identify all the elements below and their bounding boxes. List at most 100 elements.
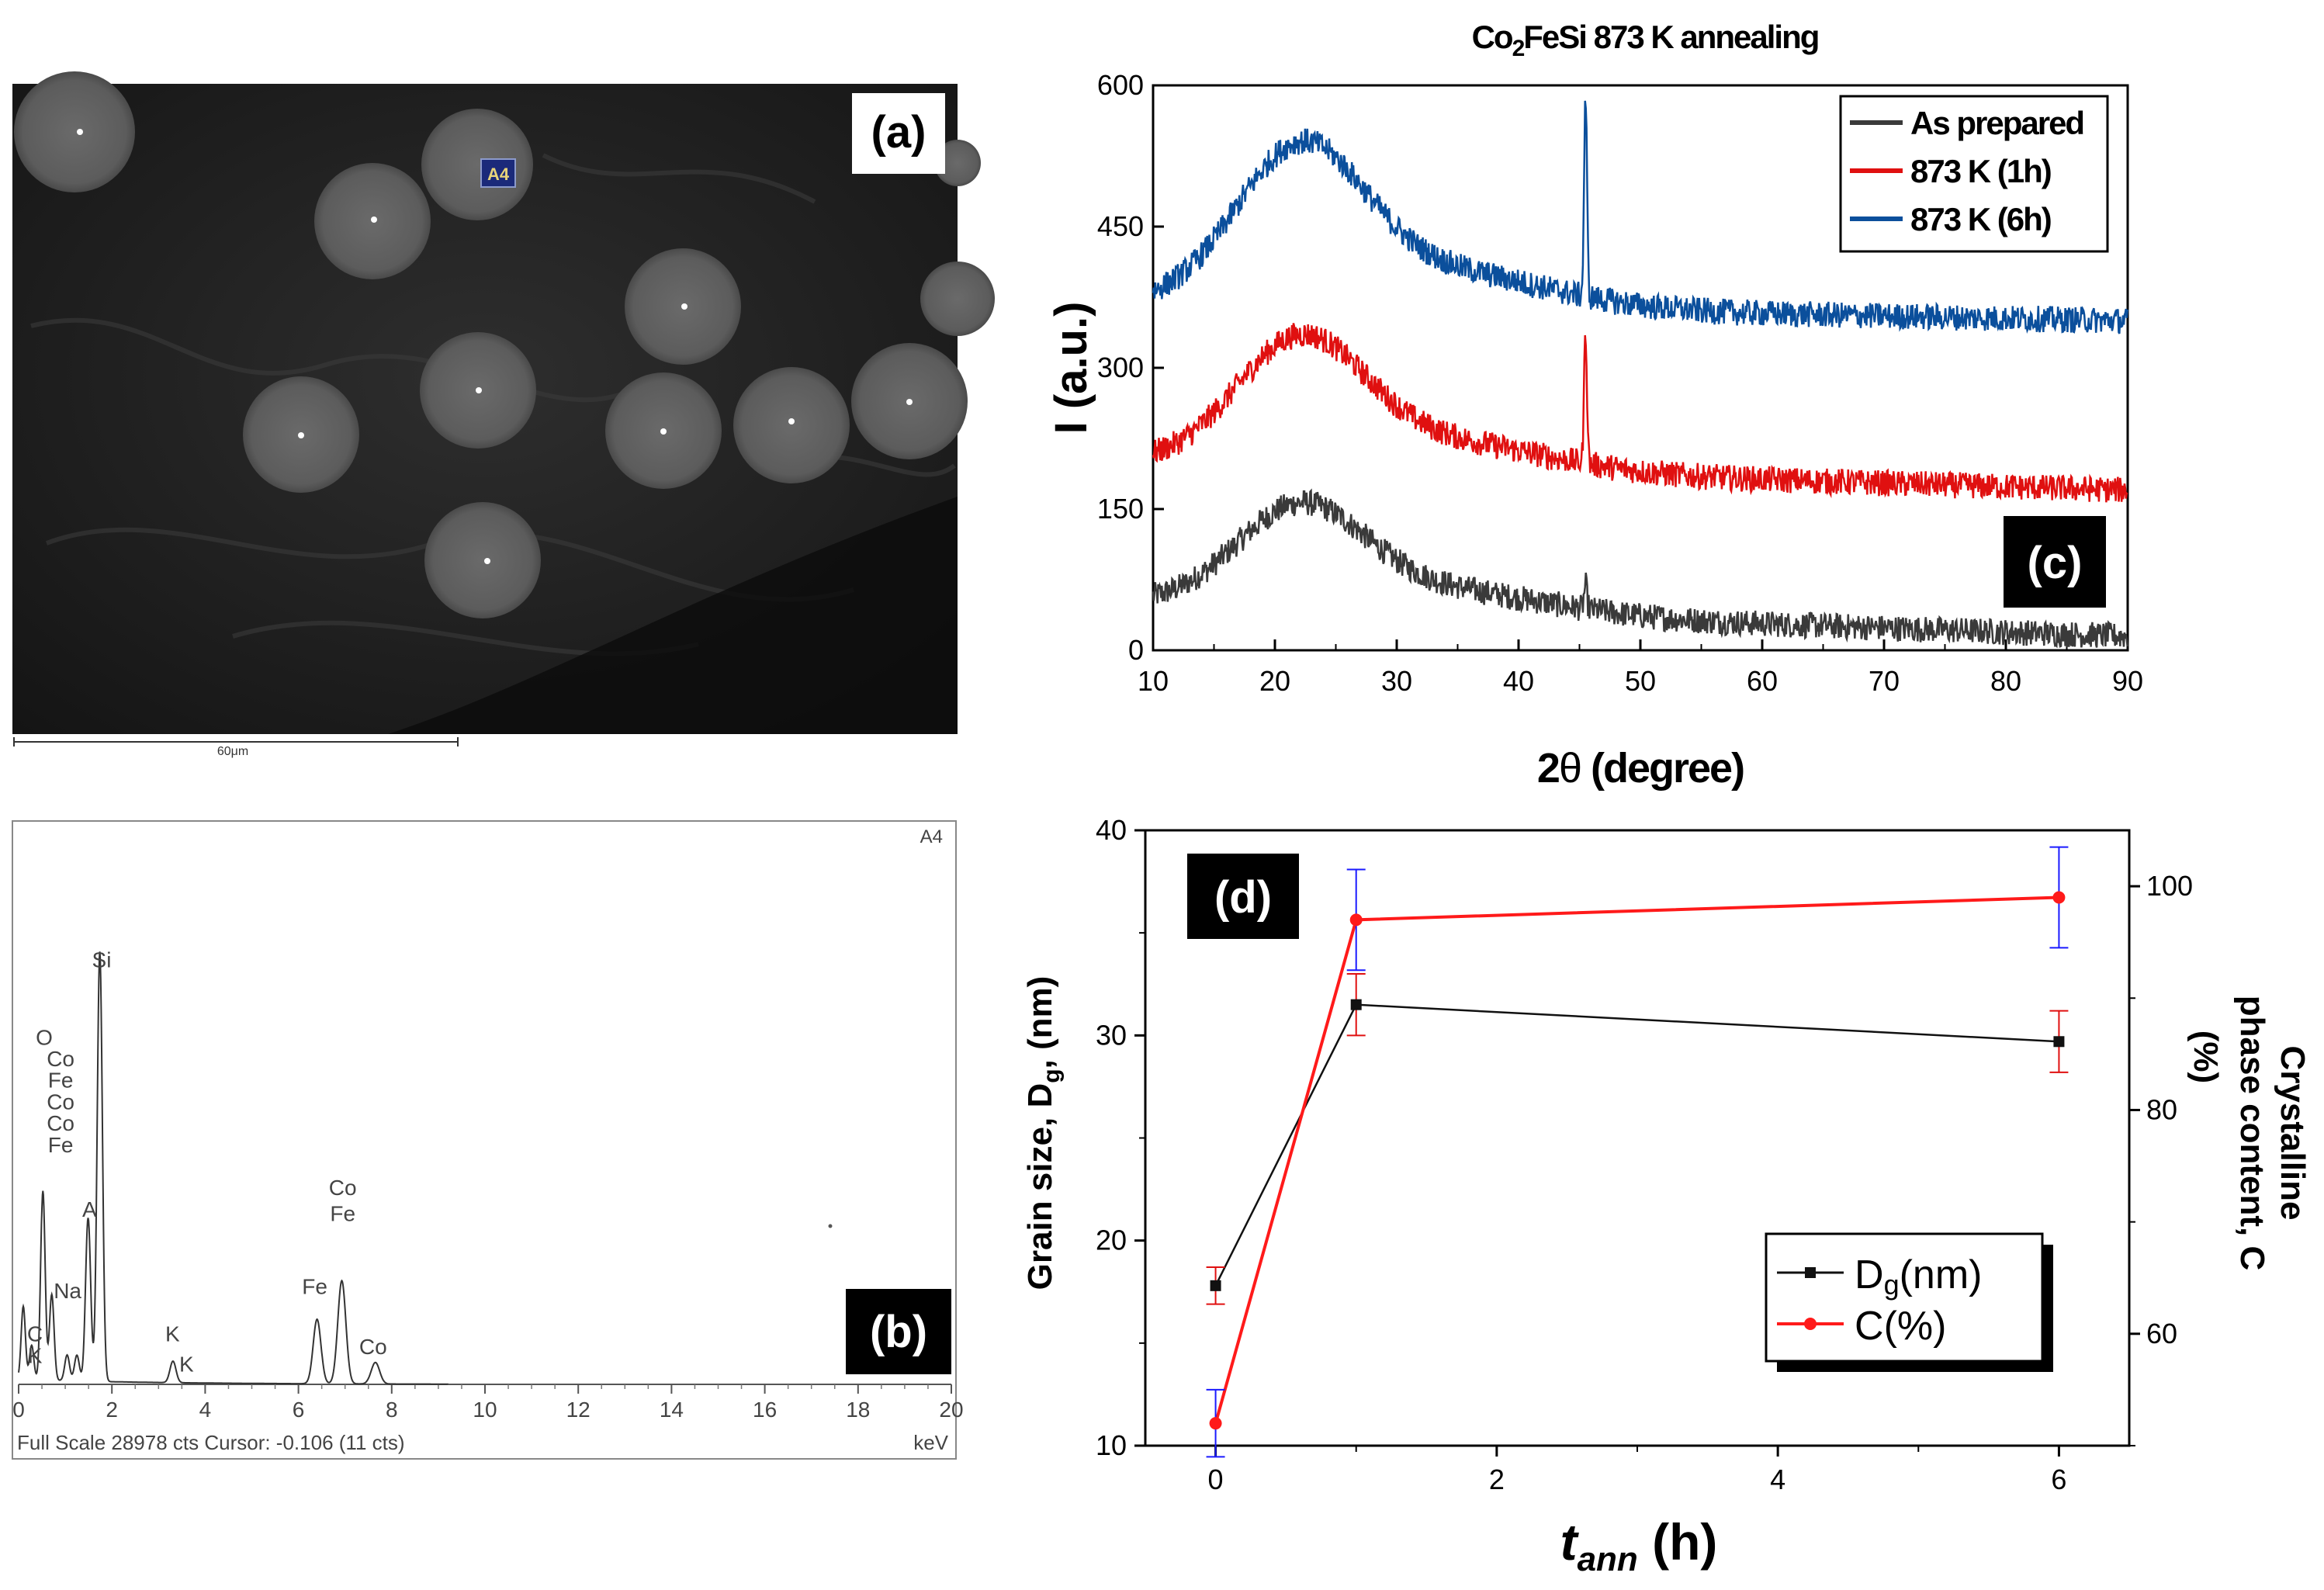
panel-c-label-box	[2004, 516, 2106, 608]
d-point-circle	[1349, 913, 1363, 927]
d-yl-tick-label: 20	[1096, 1225, 1127, 1256]
d-x-tick-label: 2	[1489, 1464, 1505, 1495]
xrd-y-tick-label: 150	[1097, 493, 1144, 525]
eds-tick-label: 8	[386, 1398, 398, 1422]
xrd-ylabel: I (a.u.)	[1046, 302, 1096, 435]
d-point-square	[1210, 1280, 1221, 1291]
d-legend-label: C(%)	[1855, 1304, 1946, 1349]
spot-label: A4	[487, 165, 510, 184]
eds-tick-label: 20	[939, 1398, 963, 1422]
d-yr-tick-label: 80	[2146, 1093, 2177, 1125]
panel-a-label-box	[852, 93, 945, 174]
xrd-x-tick-label: 60	[1747, 665, 1778, 697]
panel-c: Co2FeSi 873 K annealing 10 20 30 40 50 60 70 80…	[1046, 19, 2143, 792]
eds-element-label: Na	[54, 1279, 81, 1303]
d-ticks: 0 2 4 6 10 20 30 40 60 80 100	[1096, 814, 2193, 1495]
eds-element-label: Co	[47, 1047, 74, 1071]
eds-tick-label: 10	[473, 1398, 497, 1422]
xrd-y-tick-label: 450	[1097, 210, 1144, 242]
xrd-series-line	[1152, 100, 2128, 334]
d-x-tick-label: 0	[1208, 1464, 1224, 1495]
d-legend-label: Dg(nm)	[1855, 1252, 1982, 1301]
eds-element-label: K	[179, 1352, 194, 1376]
eds-tick-label: 12	[566, 1398, 591, 1422]
d-ylabel-right-3: (%)	[2187, 1031, 2225, 1083]
xrd-legend: As prepared 873 K (1h) 873 K (6h)	[1839, 95, 2109, 253]
panel-a: A4 (a) 60μm	[12, 71, 995, 758]
panel-d: 0 2 4 6 10 20 30 40 60 80 100 Grain size, Dg, (nm)…	[1021, 814, 2312, 1578]
eds-element-label: Fe	[48, 1133, 74, 1157]
d-yl-tick-label: 30	[1096, 1019, 1127, 1051]
xrd-x-tick-label: 10	[1138, 665, 1169, 697]
eds-tick-label: 2	[106, 1398, 118, 1422]
xrd-y-tick-label: 300	[1097, 352, 1144, 383]
eds-element-label: K	[165, 1322, 180, 1346]
d-yr-tick-label: 100	[2146, 870, 2193, 902]
d-point-square	[1350, 999, 1362, 1010]
xrd-legend-label: 873 K (1h)	[1910, 153, 2051, 189]
panel-d-label: (d)	[1214, 872, 1272, 923]
xrd-y-tick-label: 600	[1097, 69, 1144, 101]
eds-element-label: C	[27, 1322, 43, 1346]
eds-spectrum	[18, 951, 449, 1385]
xrd-x-tick-label: 90	[2112, 665, 2143, 697]
d-legend-marker	[1805, 1267, 1816, 1278]
xrd-x-tick-label: 50	[1625, 665, 1656, 697]
sem-particles	[14, 71, 995, 618]
eds-tick-label: 18	[846, 1398, 870, 1422]
scale-strip	[12, 734, 958, 757]
eds-tick-label: 16	[753, 1398, 777, 1422]
d-ylabel-right-1: Crystalline	[2274, 1046, 2312, 1221]
eds-footer: Full Scale 28978 cts Cursor: -0.106 (11 …	[17, 1431, 405, 1454]
d-yl-tick-label: 40	[1096, 814, 1127, 846]
eds-element-label: Co	[359, 1335, 387, 1359]
xrd-x-tick-label: 70	[1869, 665, 1900, 697]
d-legend-box	[1765, 1232, 2044, 1363]
eds-element-label: K	[28, 1343, 43, 1367]
d-point-square	[2053, 1036, 2065, 1048]
eds-cursor	[828, 1224, 833, 1228]
eds-element-label: A	[82, 1197, 97, 1221]
xrd-x-tick-label: 30	[1381, 665, 1412, 697]
eds-x-ticks: 0 2 4 6 8 10 12 14 16 18 20	[12, 1384, 964, 1422]
xrd-series-line	[1152, 488, 2128, 649]
xrd-xlabel: 2θ (degree)	[1537, 745, 1744, 792]
eds-element-label: Co	[329, 1176, 357, 1200]
panel-b-label: (b)	[870, 1307, 927, 1357]
eds-tick-label: 0	[12, 1398, 25, 1422]
d-xlabel: tann (h)	[1560, 1513, 1718, 1578]
d-point-circle	[1209, 1417, 1222, 1430]
eds-element-label: Fe	[330, 1201, 355, 1225]
eds-unit: keV	[913, 1431, 948, 1454]
d-legend-marker	[1804, 1318, 1817, 1330]
xrd-legend-label: 873 K (6h)	[1910, 201, 2051, 237]
d-point-circle	[2052, 891, 2066, 904]
d-series	[1206, 846, 2069, 1458]
xrd-y-tick-label: 0	[1128, 634, 1144, 666]
xrd-title: Co2FeSi 873 K annealing	[1472, 19, 1819, 61]
panel-a-label: (a)	[871, 107, 926, 158]
eds-element-label: Co	[47, 1089, 74, 1114]
xrd-series	[1152, 100, 2128, 649]
d-x-tick-label: 4	[1770, 1464, 1785, 1495]
spot-marker	[480, 158, 516, 188]
eds-tick-label: 14	[660, 1398, 684, 1422]
panel-c-label: (c)	[2028, 538, 2083, 588]
eds-element-label: Co	[47, 1111, 74, 1135]
xrd-x-tick-label: 40	[1503, 665, 1534, 697]
xrd-ticks: 10 20 30 40 50 60 70 80 90 0 150 300 450 600	[1097, 69, 2143, 697]
d-legend: Dg(nm)C(%)	[1765, 1232, 2053, 1372]
xrd-x-tick-label: 80	[1990, 665, 2021, 697]
eds-spectrum-id: A4	[920, 826, 943, 847]
panel-b-label-box	[846, 1289, 951, 1374]
panel-b: 0 2 4 6 8 10 12 14 16 18 20 OCoFeCoCoFeSiANaCKKKCo…	[12, 820, 964, 1460]
eds-element-label: Fe	[302, 1275, 327, 1299]
xrd-legend-label: As prepared	[1910, 105, 2083, 141]
eds-element-label: Fe	[48, 1069, 74, 1093]
eds-element-label: O	[36, 1025, 53, 1049]
panel-d-label-box	[1187, 854, 1299, 939]
d-ylabel-left: Grain size, Dg, (nm)	[1021, 976, 1065, 1290]
eds-tick-label: 4	[199, 1398, 212, 1422]
d-x-tick-label: 6	[2051, 1464, 2066, 1495]
d-yr-tick-label: 60	[2146, 1318, 2177, 1349]
